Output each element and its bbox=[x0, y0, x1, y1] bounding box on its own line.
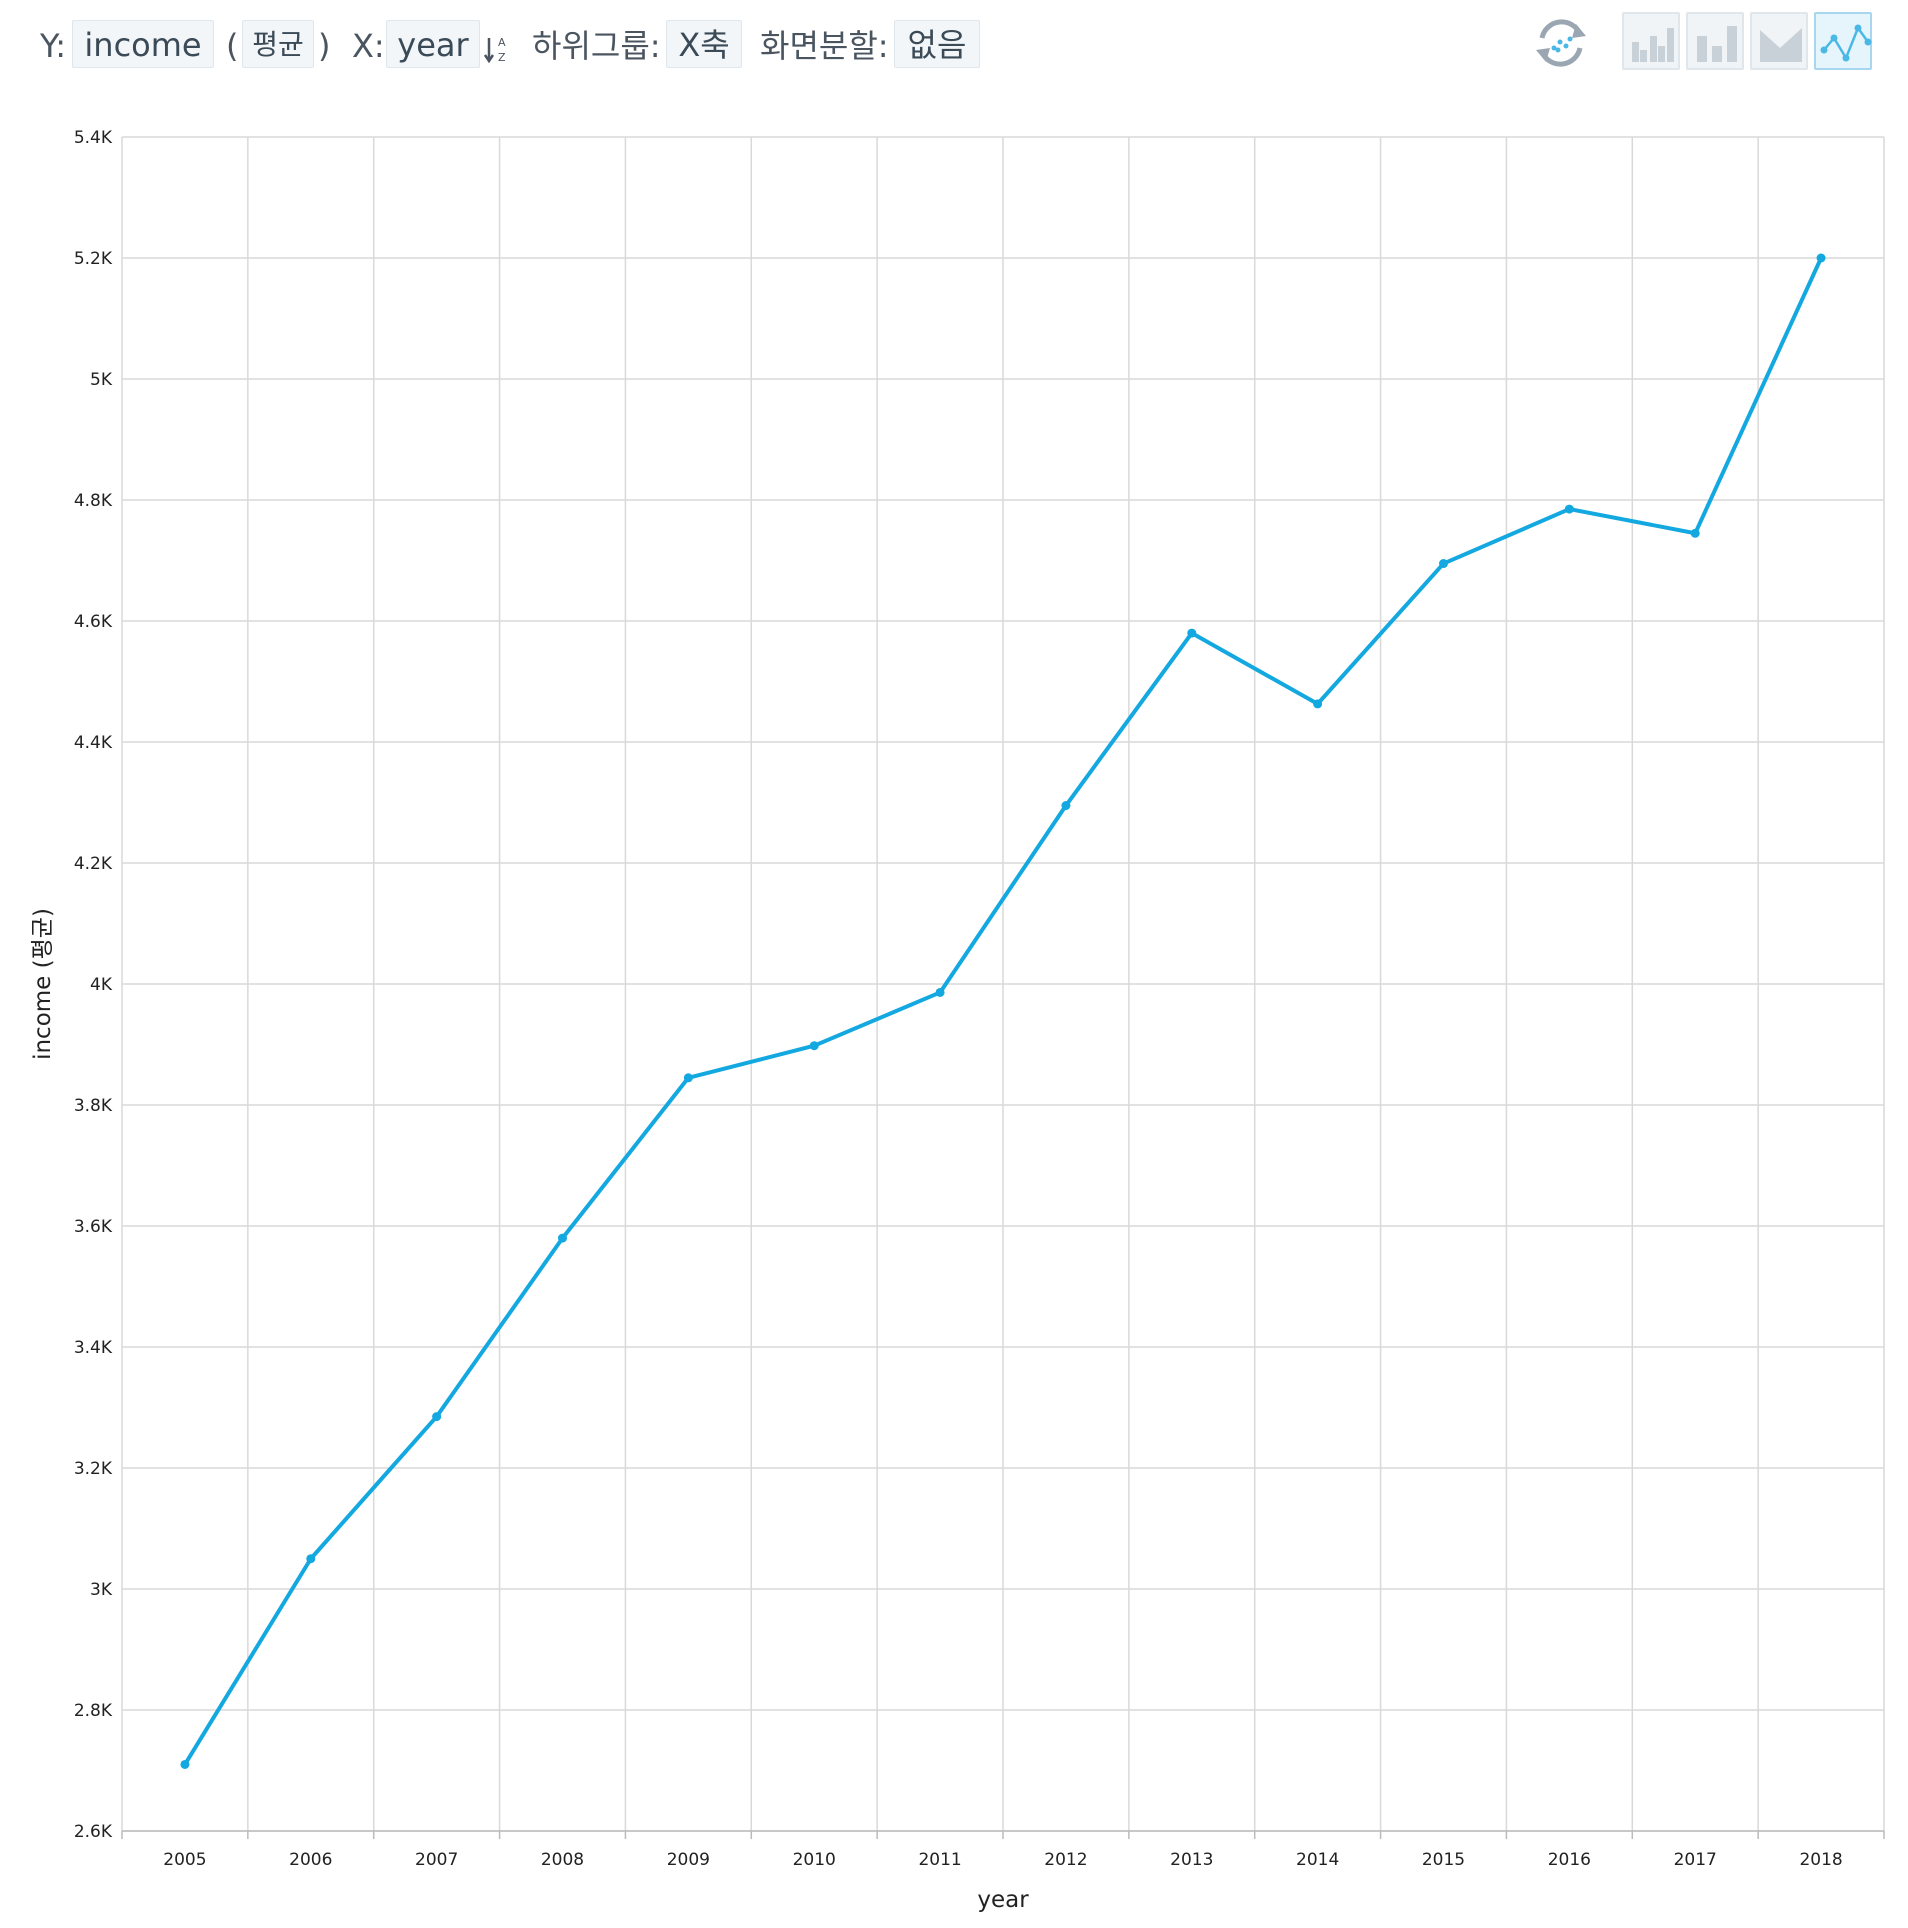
subgroup-selector[interactable]: X축 bbox=[666, 20, 742, 68]
y-axis-ticks: 2.6K 2.8K 3K 3.2K 3.4K 3.6K 3.8K 4K 4.2K 4.4K 4.6K… bbox=[74, 128, 113, 1842]
y-tick-label: 4.8K bbox=[74, 491, 113, 511]
y-tick-label: 4K bbox=[90, 975, 113, 995]
x-tick-label: 2016 bbox=[1548, 1850, 1591, 1870]
y-tick-label: 5.4K bbox=[74, 128, 113, 148]
x-tick-label: 2009 bbox=[667, 1850, 710, 1870]
series-layer bbox=[180, 253, 1826, 1769]
y-tick-label: 3.8K bbox=[74, 1096, 113, 1116]
y-tick-label: 3K bbox=[90, 1580, 113, 1600]
open-paren: ( bbox=[226, 27, 239, 65]
y-tick-label: 4.4K bbox=[74, 733, 113, 753]
line-chart-icon bbox=[1820, 24, 1872, 62]
x-axis-label: X: bbox=[352, 27, 385, 65]
y-tick-label: 2.6K bbox=[74, 1822, 113, 1842]
area-chart-icon bbox=[1760, 28, 1802, 62]
data-point[interactable] bbox=[683, 1073, 693, 1083]
y-tick-label: 3.2K bbox=[74, 1459, 113, 1479]
y-tick-label: 2.8K bbox=[74, 1701, 113, 1721]
svg-text:Z: Z bbox=[498, 51, 506, 64]
grouped-bar-chart-button[interactable] bbox=[1622, 12, 1680, 70]
data-point[interactable] bbox=[558, 1233, 567, 1243]
data-point[interactable] bbox=[1439, 559, 1448, 569]
data-point[interactable] bbox=[306, 1554, 316, 1564]
refresh-icon[interactable] bbox=[1530, 12, 1592, 74]
x-tick-label: 2014 bbox=[1296, 1850, 1339, 1870]
data-point[interactable] bbox=[1564, 504, 1574, 514]
y-tick-label: 3.6K bbox=[74, 1217, 113, 1237]
data-point[interactable] bbox=[180, 1759, 190, 1769]
x-axis-title: year bbox=[977, 1887, 1029, 1913]
data-point[interactable] bbox=[935, 987, 945, 997]
data-point[interactable] bbox=[1690, 528, 1700, 538]
x-tick-label: 2015 bbox=[1422, 1850, 1465, 1870]
y-axis-title: income (평균) bbox=[30, 908, 56, 1060]
close-paren: ) bbox=[318, 27, 331, 65]
data-point[interactable] bbox=[809, 1041, 819, 1051]
x-axis-ticks: 2005 2006 2007 2008 2009 2010 2011 2012 2013 2014… bbox=[163, 1850, 1842, 1870]
subgroup-label: 하위그룹: bbox=[532, 27, 661, 65]
data-point[interactable] bbox=[1061, 801, 1071, 811]
x-tick-label: 2005 bbox=[163, 1850, 206, 1870]
sort-az-icon[interactable]: A Z bbox=[484, 34, 512, 66]
x-tick-label: 2010 bbox=[793, 1850, 836, 1870]
data-point[interactable] bbox=[1313, 699, 1323, 709]
x-tick-label: 2018 bbox=[1799, 1850, 1842, 1870]
series-line bbox=[183, 257, 1823, 1766]
stacked-bar-chart-icon bbox=[1697, 26, 1737, 62]
x-tick-label: 2008 bbox=[541, 1850, 584, 1870]
chart-toolbar: Y: income ( 평균 ) X: year A Z 하위그룹: X축 화면… bbox=[0, 0, 1908, 96]
line-chart-button[interactable] bbox=[1814, 12, 1872, 70]
y-tick-label: 3.4K bbox=[74, 1338, 113, 1358]
x-tick-label: 2006 bbox=[289, 1850, 332, 1870]
stacked-bar-chart-button[interactable] bbox=[1686, 12, 1744, 70]
x-tick-label: 2012 bbox=[1044, 1850, 1087, 1870]
y-tick-label: 5.2K bbox=[74, 249, 113, 269]
x-field-selector[interactable]: year bbox=[386, 20, 480, 68]
y-tick-label: 5K bbox=[90, 370, 113, 390]
aggregation-selector[interactable]: 평균 bbox=[242, 20, 314, 68]
y-field-selector[interactable]: income bbox=[72, 20, 214, 68]
y-tick-label: 4.2K bbox=[74, 854, 113, 874]
grouped-bar-chart-icon bbox=[1632, 28, 1674, 62]
split-view-selector[interactable]: 없음 bbox=[894, 20, 980, 68]
data-point[interactable] bbox=[432, 1412, 442, 1422]
split-view-label: 화면분할: bbox=[760, 27, 889, 65]
data-point[interactable] bbox=[1816, 253, 1826, 263]
svg-text:A: A bbox=[498, 36, 506, 49]
x-tick-label: 2011 bbox=[918, 1850, 961, 1870]
area-chart-button[interactable] bbox=[1750, 12, 1808, 70]
data-point[interactable] bbox=[1187, 628, 1197, 638]
grid-lines bbox=[121, 136, 1885, 1839]
x-tick-label: 2013 bbox=[1170, 1850, 1213, 1870]
x-tick-label: 2017 bbox=[1674, 1850, 1717, 1870]
y-axis-label: Y: bbox=[40, 27, 67, 65]
y-tick-label: 4.6K bbox=[74, 612, 113, 632]
x-tick-label: 2007 bbox=[415, 1850, 458, 1870]
line-chart: 2.6K 2.8K 3K 3.2K 3.4K 3.6K 3.8K 4K 4.2K 4.4K 4.6K… bbox=[30, 128, 1885, 1913]
